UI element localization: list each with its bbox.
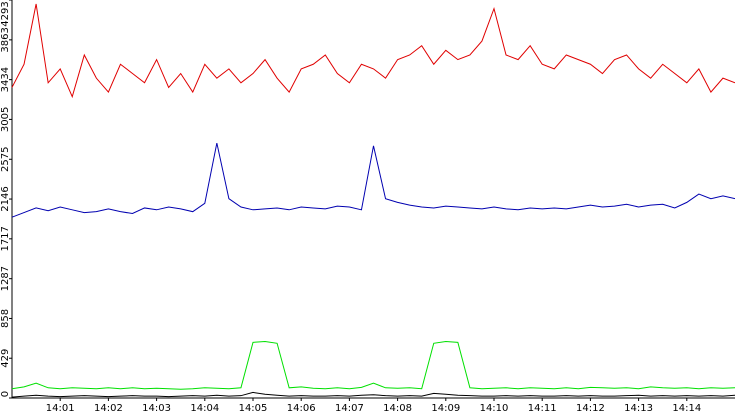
y-tick-label: 2575 bbox=[0, 147, 11, 172]
y-tick-label: 1287 bbox=[0, 266, 11, 291]
y-tick-label: 1717 bbox=[0, 226, 11, 251]
x-tick-label: 14:05 bbox=[239, 403, 268, 414]
x-tick-label: 14:10 bbox=[480, 403, 509, 414]
x-tick-label: 14:09 bbox=[431, 403, 460, 414]
x-tick-label: 14:14 bbox=[672, 403, 701, 414]
x-tick-label: 14:11 bbox=[528, 403, 557, 414]
x-tick-label: 14:12 bbox=[576, 403, 605, 414]
y-tick-label: 0 bbox=[0, 391, 11, 397]
series-line bbox=[11, 340, 735, 390]
y-tick-label: 3434 bbox=[0, 67, 11, 92]
x-tick-label: 14:08 bbox=[383, 403, 412, 414]
x-tick-label: 14:01 bbox=[46, 403, 75, 414]
y-tick-label: 3863 bbox=[0, 27, 11, 52]
x-tick-label: 14:04 bbox=[190, 403, 219, 414]
series-line bbox=[11, 3, 735, 99]
y-tick-label: 3005 bbox=[0, 107, 11, 132]
y-tick-label: 429 bbox=[0, 349, 11, 368]
y-tick-label: 2146 bbox=[0, 186, 11, 211]
x-tick-label: 14:07 bbox=[335, 403, 364, 414]
y-tick-label: 4293 bbox=[0, 1, 11, 26]
series-line bbox=[11, 142, 735, 218]
x-tick-label: 14:03 bbox=[142, 403, 171, 414]
y-tick-label: 858 bbox=[0, 309, 11, 328]
x-tick-label: 14:13 bbox=[624, 403, 653, 414]
x-tick-label: 14:02 bbox=[94, 403, 123, 414]
x-tick-label: 14:06 bbox=[287, 403, 316, 414]
series-line bbox=[11, 391, 735, 398]
